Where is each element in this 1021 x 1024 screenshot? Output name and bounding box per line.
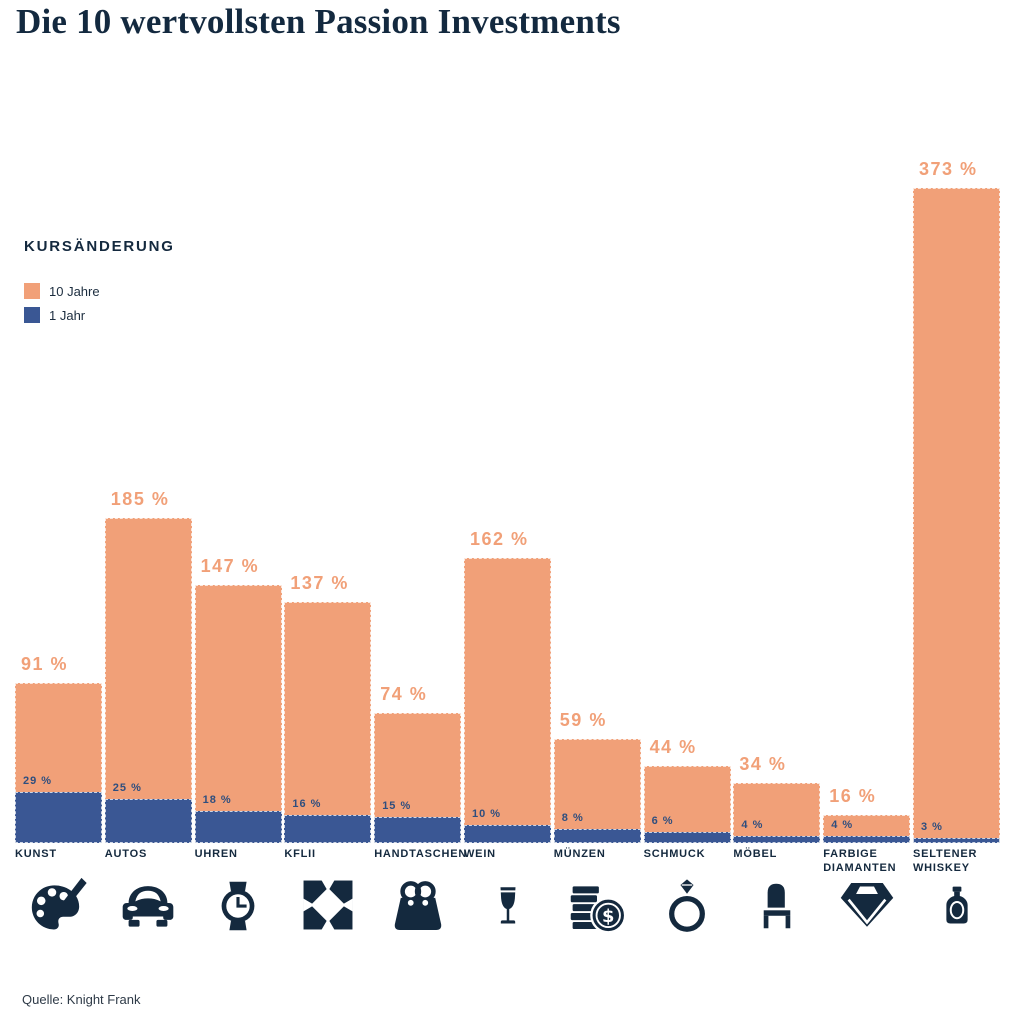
svg-text:$: $ [602,906,614,927]
car-icon [105,876,192,938]
value-label-10y: 59 % [559,710,607,730]
coins-icon: $ [554,876,641,938]
category-label: FARBIGE DIAMANTEN [823,848,897,875]
page-title: Die 10 wertvollsten Passion Investments [16,2,621,41]
chair-icon [733,876,820,938]
value-label-1y: 15 % [382,800,412,812]
kflii-icon [284,876,371,938]
category-label: HANDTASCHEN [374,848,468,860]
value-label-1y: 8 % [561,812,584,824]
bar-segment-1y [823,836,911,843]
value-label-1y: 3 % [921,821,943,833]
value-label-10y: 34 % [739,754,787,774]
category-label: SCHMUCK [643,848,706,860]
value-label-10y: 16 % [829,786,877,806]
category-label: KUNST [15,848,57,860]
category-label: UHREN [194,848,238,860]
legend-label-1-jahr: 1 Jahr [49,307,86,323]
value-label-1y: 4 % [741,819,764,831]
bar-segment-1y [464,825,551,843]
value-label-10y: 44 % [649,737,697,757]
value-label-1y: 6 % [651,815,674,827]
value-label-10y: 185 % [110,489,170,509]
bar-segment-1y [374,817,462,843]
bar-segment-10y [643,766,731,843]
value-label-10y: 91 % [21,654,69,674]
category-label: MÖBEL [733,848,778,860]
bar-segment-1y [643,832,731,843]
value-label-1y: 16 % [292,798,322,810]
value-label-10y: 162 % [470,529,529,549]
value-label-10y: 147 % [200,556,260,576]
legend-swatch-10-jahre-icon [24,283,40,299]
wine-glass-icon [464,876,551,938]
value-label-1y: 4 % [831,819,854,831]
bar-segment-1y [913,838,1000,843]
bar-segment-10y [104,518,192,843]
legend-item-10-jahre: 10 Jahre [24,283,175,299]
category-label: MÜNZEN [553,848,606,860]
bar-segment-10y [464,558,551,843]
diamond-icon [823,876,910,938]
bar-segment-10y [553,739,641,843]
bar-segment-1y [733,836,821,843]
bar-segment-1y [284,815,372,843]
category-label: WEIN [464,848,496,860]
category-label: KFLII [284,848,316,860]
bar-segment-10y [913,188,1000,843]
legend-label-10-jahre: 10 Jahre [49,283,100,299]
chart-legend: KURSÄNDERUNG 10 Jahre 1 Jahr [24,238,175,331]
bar-segment-10y [733,783,821,843]
watch-icon [195,876,282,938]
source-note: Quelle: Knight Frank [22,992,141,1007]
category-label: AUTOS [104,848,148,860]
whiskey-bottle-icon [913,876,1000,938]
value-label-1y: 25 % [112,782,142,794]
legend-item-1-jahr: 1 Jahr [24,307,175,323]
bar-segment-1y [15,792,102,843]
handbag-icon [374,876,461,938]
bar-segment-1y [553,829,641,843]
legend-heading: KURSÄNDERUNG [24,238,175,255]
bar-segment-10y [194,585,282,843]
value-label-10y: 74 % [380,684,428,704]
value-label-1y: 10 % [472,808,502,820]
category-label: SELTENER WHISKEY [913,848,978,875]
value-label-1y: 18 % [202,794,232,806]
ring-icon [644,876,731,938]
bar-segment-1y [194,811,282,843]
bar-segment-1y [104,799,192,843]
legend-swatch-1-jahr-icon [24,307,40,323]
palette-icon [15,876,102,938]
bar-segment-10y [284,602,372,843]
value-label-10y: 137 % [290,573,349,593]
value-label-10y: 373 % [919,159,978,179]
value-label-1y: 29 % [23,775,53,787]
